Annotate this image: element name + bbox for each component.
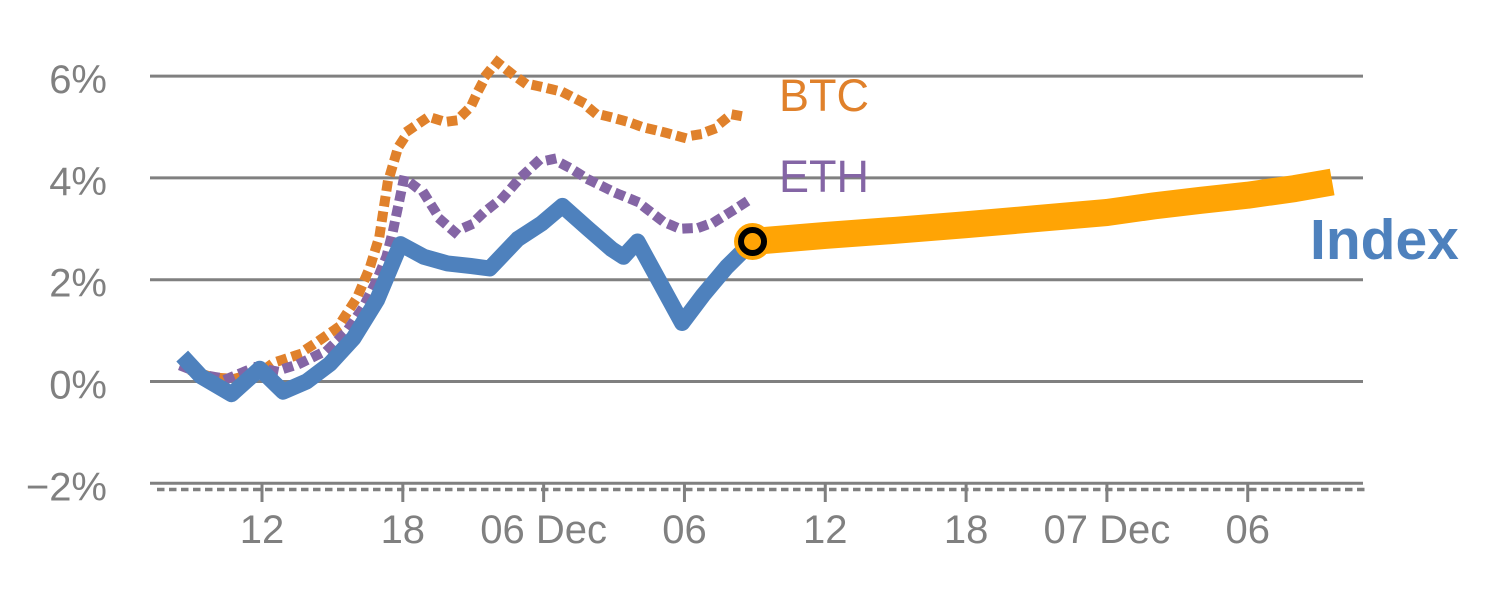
x-axis-tick-label: 06 [1225,508,1270,552]
x-axis-tick-label: 18 [944,508,989,552]
eth-series-line [178,154,755,384]
y-axis-tick-label: 0% [49,364,107,408]
index-series-label: Index [1310,208,1459,272]
x-axis-tick-label: 07 Dec [1044,508,1171,552]
x-axis-tick-label: 06 Dec [480,508,607,552]
y-axis-tick-label: −2% [26,465,107,509]
btc-series-label: BTC [779,70,869,121]
x-axis-tick-label: 12 [803,508,848,552]
series-layer [176,56,1335,403]
marker-layer [734,223,772,261]
x-axis-tick-label: 18 [381,508,426,552]
x-axis-layer: 12 18 06 Dec 06 12 18 07 Dec 06 [157,483,1369,552]
y-axis-tick-label: 6% [49,58,107,102]
x-axis-tick-label: 06 [662,508,707,552]
y-axis-tick-label: 4% [49,160,107,204]
index-series-line [176,197,759,403]
eth-series-label: ETH [779,151,869,202]
x-axis-tick-label: 12 [240,508,285,552]
btc-series-line [187,56,752,384]
gridlines-layer: 6% 4% 2% 0% −2% [26,58,1363,509]
current-value-marker [738,227,768,257]
y-axis-tick-label: 2% [49,262,107,306]
index-forecast-series-line [751,168,1335,255]
